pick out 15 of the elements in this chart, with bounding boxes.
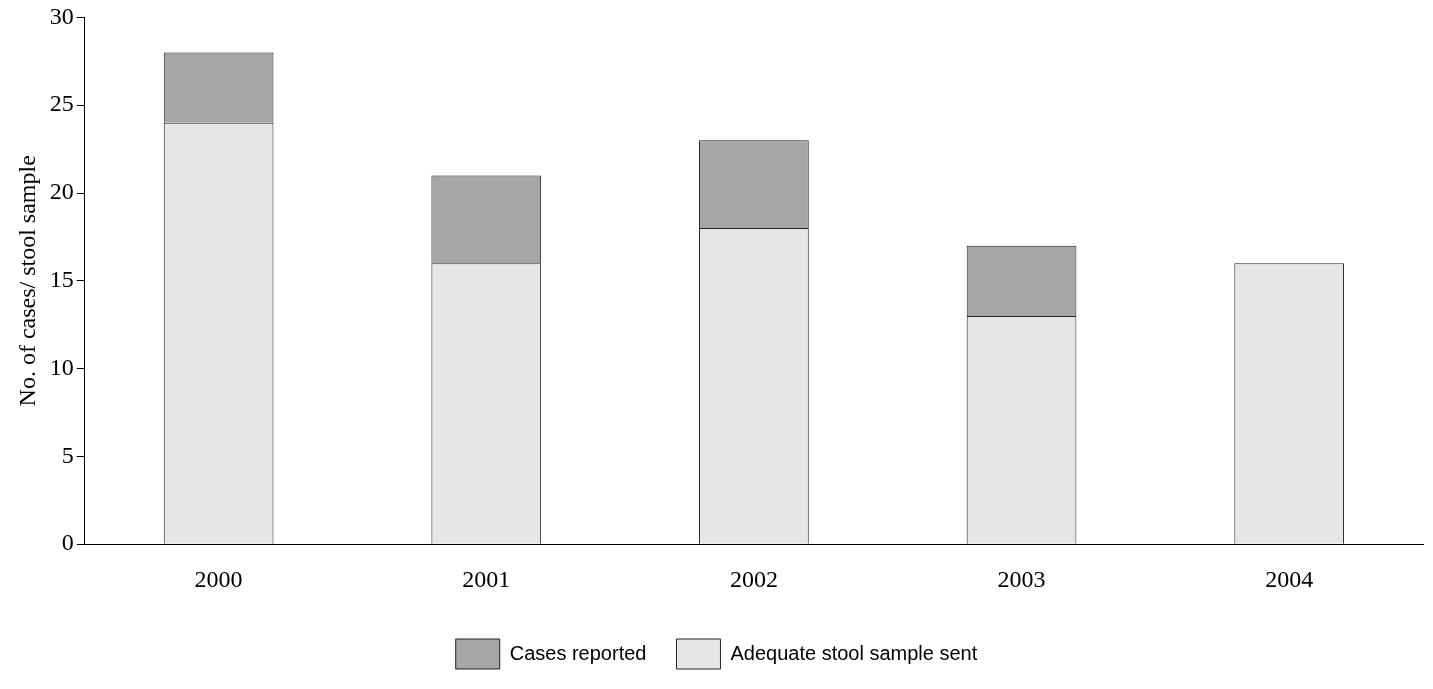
y-tick-label: 30 — [49, 2, 74, 29]
y-tick-label: 15 — [49, 266, 74, 293]
y-tick-label: 25 — [49, 90, 74, 117]
legend-label: Cases reported — [509, 641, 647, 664]
y-tick-label: 0 — [61, 529, 74, 556]
x-tick-label: 2003 — [997, 565, 1046, 592]
x-tick-label: 2004 — [1265, 565, 1314, 592]
x-tick-label: 2001 — [462, 565, 511, 592]
y-tick-label: 5 — [61, 441, 74, 468]
y-tick-label: 10 — [49, 353, 74, 380]
y-axis-title: No. of cases/ stool sample — [13, 155, 40, 407]
y-tick-label: 20 — [49, 178, 74, 205]
x-tick-label: 2002 — [729, 565, 778, 592]
x-tick-label: 2000 — [194, 565, 243, 592]
legend-label: Adequate stool sample sent — [730, 641, 978, 664]
